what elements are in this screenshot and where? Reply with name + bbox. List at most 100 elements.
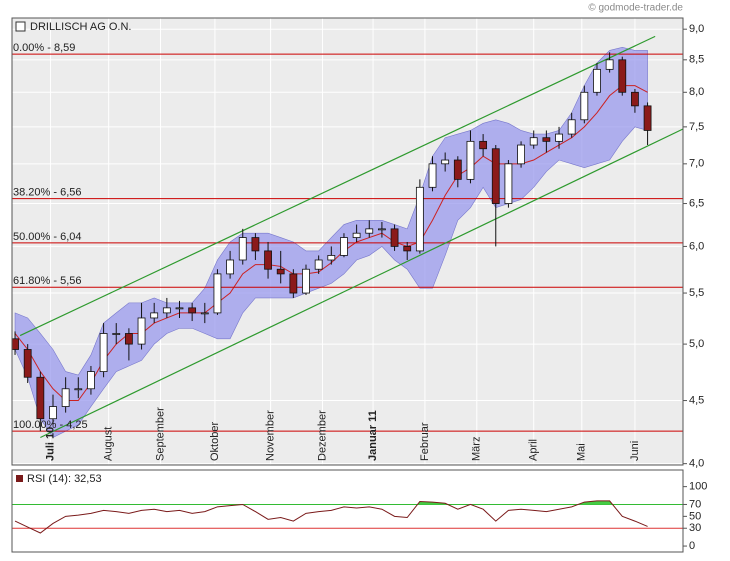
y-tick-label: 4,5 (689, 394, 704, 406)
y-tick-label: 6,5 (689, 197, 704, 209)
candle-body (137, 317, 146, 345)
rsi-frame (11, 469, 684, 553)
x-tick-label: Januar 11 (367, 410, 379, 461)
x-tick-label: Oktober (209, 422, 221, 461)
candle-body (327, 255, 336, 261)
y-tick-label: 8,5 (689, 54, 704, 66)
candle-body (618, 59, 627, 93)
overlay: 4,0 4,5 5,0 5,5 6,0 6,5 7,0 7,5 8,0 8,5 9,0 Juli 10… (13, 21, 707, 552)
x-tick-label: Mai (576, 443, 588, 461)
x-tick-label: August (103, 427, 115, 461)
candle-body (124, 333, 133, 345)
x-tick-label: Juni (629, 441, 641, 461)
source: © godmode-trader.de (588, 3, 683, 14)
legend-swatch (15, 21, 26, 32)
candle-body (87, 371, 95, 390)
price-plot (12, 18, 683, 465)
candle-body (74, 388, 83, 391)
candle-body (479, 140, 488, 150)
candle-body (593, 68, 601, 93)
x-tick-label: November (264, 410, 276, 461)
candle-body (162, 307, 171, 314)
candle-body (466, 140, 475, 180)
candle-body (23, 349, 32, 378)
price-frame (11, 17, 684, 466)
candle-body (188, 307, 197, 314)
x-tick-label: Dezember (316, 410, 328, 461)
candle-body (428, 163, 437, 188)
y-tick-label: 9,0 (689, 23, 704, 35)
candle-body (441, 159, 450, 165)
candle-body (555, 133, 563, 142)
fibonacci-label: 38.20% - 6,56 (13, 187, 82, 199)
candle-body (504, 163, 513, 204)
fibonacci-label: 100.00% - 4,25 (13, 419, 88, 431)
fibonacci-label: 50.00% - 6,04 (13, 231, 82, 243)
candle-body (365, 228, 374, 234)
y-tick-label: 4,0 (689, 458, 704, 470)
y-tick-label: 5,0 (689, 338, 704, 350)
candle-body (200, 312, 209, 315)
y-tick-label: 6,0 (689, 240, 704, 252)
candle-body (36, 376, 45, 420)
candle-body (491, 148, 500, 204)
y-tick-label: 50 (689, 510, 701, 522)
candle-body (99, 333, 108, 372)
candle-body (314, 259, 323, 270)
candle-body (226, 259, 235, 275)
candle-body (276, 268, 285, 275)
candle-body (415, 186, 424, 252)
candle-body (61, 388, 70, 407)
candle-body (517, 144, 525, 165)
fibonacci-label: 61.80% - 5,56 (13, 275, 82, 287)
legend-label: RSI (14): 32,53 (27, 473, 102, 485)
candle-body (542, 137, 551, 142)
y-tick-label: 8,0 (689, 86, 704, 98)
candle-body (352, 232, 361, 238)
candle-body (605, 59, 614, 70)
candle-body (264, 250, 272, 270)
candle-body (12, 338, 19, 350)
y-tick-label: 7,0 (689, 158, 704, 170)
y-tick-label: 100 (689, 481, 707, 493)
candle-body (49, 406, 57, 420)
y-tick-label: 70 (689, 498, 701, 510)
rsi-panel (12, 470, 683, 552)
y-tick-label: 30 (689, 522, 701, 534)
candle-body (112, 333, 121, 335)
candle-body (378, 228, 386, 231)
rsi-plot (12, 500, 683, 534)
x-tick-label: Februar (419, 422, 431, 461)
candle-body (175, 307, 184, 310)
x-tick-label: März (471, 437, 483, 461)
candle-body (453, 159, 462, 180)
candle-body (580, 91, 589, 121)
x-tick-label: April (528, 439, 540, 461)
candle-body (643, 105, 652, 131)
rsi-line (14, 500, 648, 534)
candle-body (150, 312, 159, 319)
y-tick-label: 5,5 (689, 287, 704, 299)
legend-swatch (16, 475, 23, 482)
candle-body (631, 91, 639, 107)
candle-body (340, 237, 348, 256)
candle-body (529, 137, 538, 146)
candle-body (302, 268, 310, 294)
candle-body (213, 273, 222, 314)
trend-channel (40, 128, 683, 439)
candle-body (238, 237, 247, 261)
fibonacci-label: 0.00% - 8,59 (13, 42, 75, 54)
candle-body (251, 237, 260, 252)
chart-title: DRILLISCH AG O.N. (30, 21, 131, 33)
trend-channel (19, 35, 656, 337)
candle-body (289, 273, 298, 294)
y-tick-label: 7,5 (689, 121, 704, 133)
y-tick-label: 0 (689, 540, 695, 552)
rsi-overbought-fill (417, 500, 613, 505)
x-tick-label: September (154, 407, 166, 461)
candle-body (403, 246, 412, 252)
x-tick-label: Juli 10 (44, 427, 56, 461)
candle-body (390, 228, 399, 247)
candle-body (567, 119, 576, 135)
